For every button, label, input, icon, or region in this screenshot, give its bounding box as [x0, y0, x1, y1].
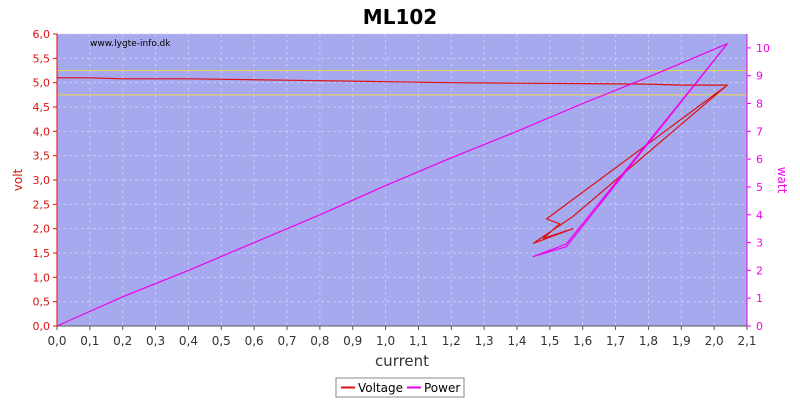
x-axis-label: current [375, 352, 429, 370]
x-tick-label: 1,3 [475, 334, 494, 348]
y-left-tick-label: 0,0 [33, 320, 51, 333]
x-tick-label: 1,5 [540, 334, 559, 348]
y-right-tick-labels: 0 1 2 3 4 5 6 7 8 9 10 [756, 42, 770, 333]
x-tick-label: 0,3 [146, 334, 165, 348]
legend-box [335, 377, 465, 398]
x-tick-label: 1,7 [606, 334, 625, 348]
x-tick-labels: 0,0 0,1 0,2 0,3 0,4 0,5 0,6 0,7 0,8 0,9 1,0 1,1 1,2 1… [47, 334, 756, 348]
y-right-tick-label: 1 [756, 292, 763, 305]
x-tick-label: 1,2 [442, 334, 461, 348]
y-right-tick-label: 9 [756, 70, 763, 83]
y-axis-label-right: watt [775, 167, 789, 194]
legend-label-voltage: Voltage [358, 381, 403, 395]
y-left-tick-label: 2,5 [33, 198, 51, 211]
legend-label-power: Power [424, 381, 460, 395]
y-right-tick-label: 8 [756, 98, 763, 111]
x-tick-label: 0,6 [245, 334, 264, 348]
y-left-tick-label: 4,5 [33, 101, 51, 114]
x-tick-label: 0,5 [212, 334, 231, 348]
x-tick-label: 0,8 [310, 334, 329, 348]
y-left-tick-label: 6,0 [33, 28, 51, 41]
y-left-tick-label: 2,0 [33, 223, 51, 236]
legend: Voltage Power [335, 377, 465, 398]
x-tick-label: 2,0 [705, 334, 724, 348]
y-left-tick-label: 5,5 [33, 52, 51, 65]
y-right-tick-label: 2 [756, 264, 763, 277]
y-left-tick-label: 4,0 [33, 125, 51, 138]
x-tick-label: 0,1 [80, 334, 99, 348]
y-right-tick-label: 7 [756, 125, 763, 138]
y-left-tick-label: 5,0 [33, 77, 51, 90]
x-tick-label: 0,9 [343, 334, 362, 348]
y-left-tick-label: 1,0 [33, 271, 51, 284]
reference-lines [57, 70, 747, 96]
y-left-tick-label: 3,0 [33, 174, 51, 187]
y-right-tick-label: 4 [756, 209, 763, 222]
watermark: www.lygte-info.dk [90, 39, 171, 49]
x-tick-label: 0,4 [179, 334, 198, 348]
y-right-tick-label: 3 [756, 237, 763, 250]
y-right-tick-label: 10 [756, 42, 770, 55]
y-left-tick-labels: 0,0 0,5 1,0 1,5 2,0 2,5 3,0 3,5 4,0 4,5 5,0 5,5 6,0 [33, 28, 51, 333]
x-tick-label: 0,7 [277, 334, 296, 348]
series-line-power [56, 43, 728, 327]
x-tick-label: 2,1 [737, 334, 756, 348]
y-left-tick-label: 3,5 [33, 150, 51, 163]
y-axis-label-left: volt [11, 168, 25, 191]
axes [53, 33, 751, 330]
y-left-tick-label: 1,5 [33, 247, 51, 260]
x-tick-label: 1,9 [672, 334, 691, 348]
series-line-voltage [57, 77, 728, 244]
x-tick-label: 0,2 [113, 334, 132, 348]
x-tick-label: 0,0 [47, 334, 66, 348]
chart-title: ML102 [363, 5, 437, 29]
series-layer [56, 43, 728, 327]
x-tick-label: 1,0 [376, 334, 395, 348]
x-tick-label: 1,6 [573, 334, 592, 348]
x-tick-label: 1,4 [507, 334, 526, 348]
y-right-tick-label: 5 [756, 181, 763, 194]
y-left-tick-label: 0,5 [33, 296, 51, 309]
y-right-tick-label: 6 [756, 153, 763, 166]
x-tick-label: 1,8 [639, 334, 658, 348]
x-tick-label: 1,1 [409, 334, 428, 348]
y-right-tick-label: 0 [756, 320, 763, 333]
